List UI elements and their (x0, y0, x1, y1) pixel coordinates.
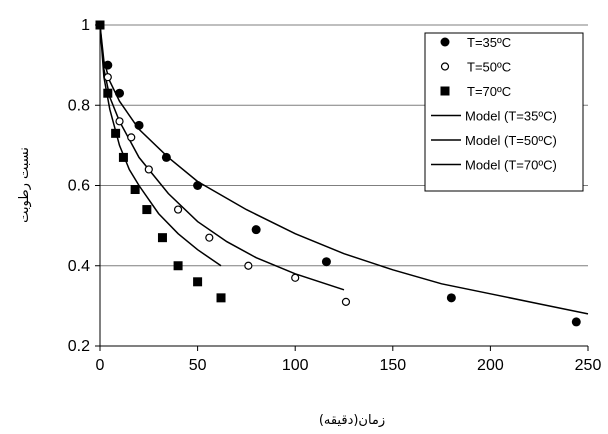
x-tick-label: 0 (96, 357, 105, 374)
model-curve (99, 24, 345, 291)
data-point (134, 120, 144, 130)
data-point (205, 233, 214, 242)
x-tick-label: 50 (189, 357, 207, 374)
data-point (571, 317, 581, 327)
data-point (251, 225, 261, 235)
data-point (118, 152, 128, 162)
data-point (142, 205, 152, 215)
y-tick-label: 0.6 (68, 178, 90, 195)
data-point (127, 133, 136, 142)
y-tick-label: 0.4 (68, 258, 90, 275)
legend-label: T=35ºC (467, 35, 511, 50)
legend-marker (440, 37, 450, 47)
data-point (321, 257, 331, 267)
data-point (111, 128, 121, 138)
data-point (95, 20, 105, 30)
x-tick-label: 150 (379, 357, 406, 374)
y-tick-label: 0.8 (68, 97, 90, 114)
legend-label: Model (T=35ºC) (465, 109, 557, 124)
data-point (103, 73, 112, 82)
legend-marker (440, 86, 450, 96)
data-point (291, 273, 300, 282)
legend-label: T=50ºC (467, 60, 511, 75)
data-point (193, 181, 203, 190)
legend-label: Model (T=50ºC) (465, 133, 557, 148)
y-tick-label: 1 (81, 17, 90, 34)
data-point (216, 293, 226, 303)
data-point (144, 165, 153, 174)
legend-label: T=70ºC (467, 84, 511, 99)
data-point (103, 60, 113, 70)
tick-labels: 0.2 0.4 0.6 0.8 1 0 50 100 150 200 250 (68, 17, 602, 374)
data-point (115, 117, 124, 126)
data-point (173, 205, 183, 214)
model-curve (99, 24, 222, 267)
y-axis-label: نسبت رطوبت (17, 147, 32, 223)
data-point (161, 152, 171, 162)
data-point (173, 261, 183, 271)
legend-label: Model (T=70ºC) (465, 158, 557, 173)
x-axis-label: زمان(دقیقه) (319, 413, 385, 428)
x-tick-label: 100 (282, 357, 309, 374)
x-tick-label: 200 (477, 357, 504, 374)
data-point (103, 88, 113, 98)
data-point (341, 297, 351, 306)
data-point (130, 185, 140, 195)
legend: T=35ºC T=50ºC T=70ºC Model (T=35ºC) Model (T… (424, 32, 584, 192)
data-points (95, 20, 581, 327)
data-point (244, 261, 253, 270)
data-point (193, 277, 203, 287)
data-point (446, 293, 456, 303)
axes (95, 24, 589, 351)
x-tick-label: 250 (575, 357, 602, 374)
model-curve (99, 24, 589, 315)
data-point (157, 233, 167, 243)
legend-marker (440, 62, 450, 71)
data-point (115, 88, 125, 98)
y-tick-label: 0.2 (68, 338, 90, 355)
